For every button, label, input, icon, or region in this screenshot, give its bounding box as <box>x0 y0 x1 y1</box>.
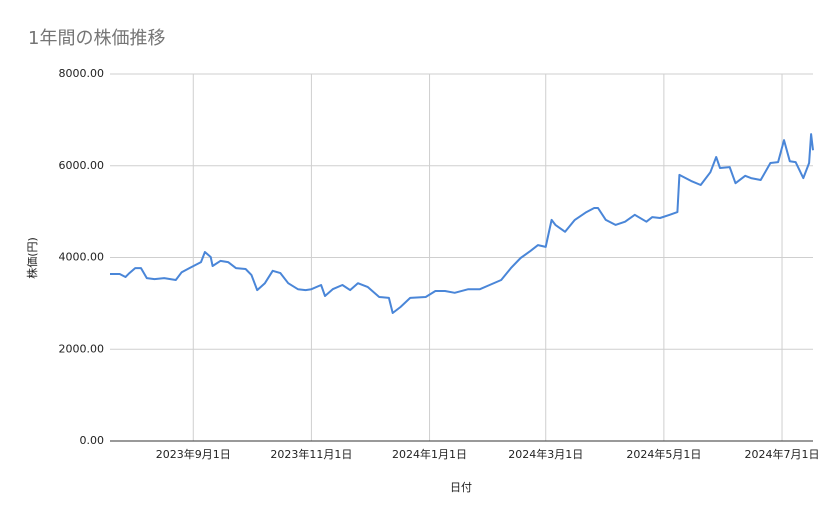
x-axis-title: 日付 <box>450 481 472 494</box>
y-axis-title: 株価(円) <box>25 237 39 279</box>
y-tick-label: 6000.00 <box>59 159 105 172</box>
x-tick-label: 2024年5月1日 <box>626 447 701 461</box>
y-tick-label: 4000.00 <box>59 251 105 264</box>
y-tick-label: 8000.00 <box>59 67 105 80</box>
x-tick-label: 2023年11月1日 <box>270 447 352 461</box>
x-tick-label: 2024年7月1日 <box>745 447 820 461</box>
x-tick-label: 2024年1月1日 <box>392 447 467 461</box>
x-tick-label: 2023年9月1日 <box>156 447 231 461</box>
x-tick-label: 2024年3月1日 <box>508 447 583 461</box>
line-series <box>110 133 814 314</box>
y-tick-label: 0.00 <box>80 434 105 447</box>
y-tick-label: 2000.00 <box>59 342 105 355</box>
chart-title: 1年間の株価推移 <box>28 28 165 49</box>
